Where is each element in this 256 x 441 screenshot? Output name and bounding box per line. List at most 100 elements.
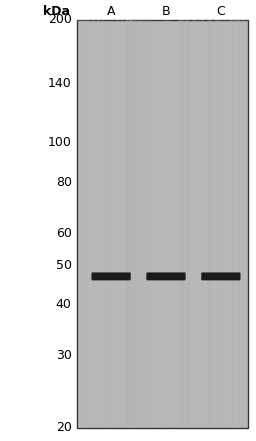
Bar [92,20,94,428]
Bar [165,20,167,428]
Bar [178,20,180,428]
Bar [201,20,204,428]
Bar [97,20,100,428]
Text: 140: 140 [48,77,72,90]
Bar [132,20,134,428]
Bar [215,20,217,428]
Bar [129,20,131,428]
Bar [134,20,136,428]
Bar [242,20,244,428]
Bar [111,20,113,428]
Bar [166,20,169,428]
FancyBboxPatch shape [146,273,186,280]
Bar [185,20,188,428]
Bar [130,20,132,428]
Bar [170,20,173,428]
Bar [181,20,183,428]
Text: C: C [217,5,225,18]
Bar [155,20,157,428]
Text: 100: 100 [48,136,72,149]
Bar [141,20,143,428]
Bar [243,20,245,428]
Bar [187,20,190,428]
Bar [162,20,164,428]
Bar [238,20,240,428]
Bar [193,20,195,428]
Bar [87,20,89,428]
Bar [180,20,182,428]
Bar [231,20,233,428]
Bar [135,20,137,428]
Bar [236,20,238,428]
Bar [92,20,94,428]
Bar [139,20,141,428]
Bar [198,20,200,428]
Bar [233,20,235,428]
Bar [90,20,92,428]
Text: 50: 50 [56,259,72,272]
Bar [83,20,85,428]
Bar [143,20,146,428]
Bar [215,20,217,428]
Bar [131,20,133,428]
Bar [202,20,205,428]
Bar [217,20,219,428]
Bar [131,20,133,428]
Bar [181,20,184,428]
Text: 200: 200 [48,13,72,26]
Bar [121,20,123,428]
Text: 30: 30 [56,349,72,363]
FancyBboxPatch shape [201,273,241,280]
Bar [166,20,168,428]
Bar [246,20,248,428]
Text: 20: 20 [56,421,72,434]
Bar [93,20,95,428]
Bar [219,20,221,428]
Bar [195,20,197,428]
Bar [220,20,222,428]
Bar [82,20,84,428]
Bar [185,20,188,428]
Bar [239,20,241,428]
Bar [182,20,184,428]
Text: 40: 40 [56,299,72,311]
Bar [118,20,120,428]
Bar [194,20,196,428]
Bar [135,20,137,428]
Bar [98,20,100,428]
Bar [108,20,110,428]
Bar [116,20,118,428]
Bar [102,20,104,428]
Bar [192,20,194,428]
Bar [147,20,149,428]
FancyBboxPatch shape [91,273,131,280]
Bar [138,20,141,428]
Bar [86,20,88,428]
Bar [126,20,128,428]
Bar [84,20,87,428]
Bar [232,20,234,428]
Text: B: B [162,5,170,18]
Bar [148,20,151,428]
Bar [238,20,240,428]
Bar [217,20,219,428]
Bar [84,20,86,428]
Bar [202,20,204,428]
Bar [140,20,142,428]
Text: A: A [107,5,115,18]
Text: 80: 80 [56,176,72,189]
Bar [126,20,129,428]
Bar [78,20,80,428]
Bar [207,20,209,428]
Bar [78,20,80,428]
Bar [229,20,231,428]
Bar [179,20,182,428]
Bar [88,20,90,428]
Bar [104,20,106,428]
Bar [168,20,170,428]
Bar [77,20,248,428]
Bar [236,20,238,428]
Bar [242,20,244,428]
Bar [209,20,211,428]
Bar [101,20,103,428]
